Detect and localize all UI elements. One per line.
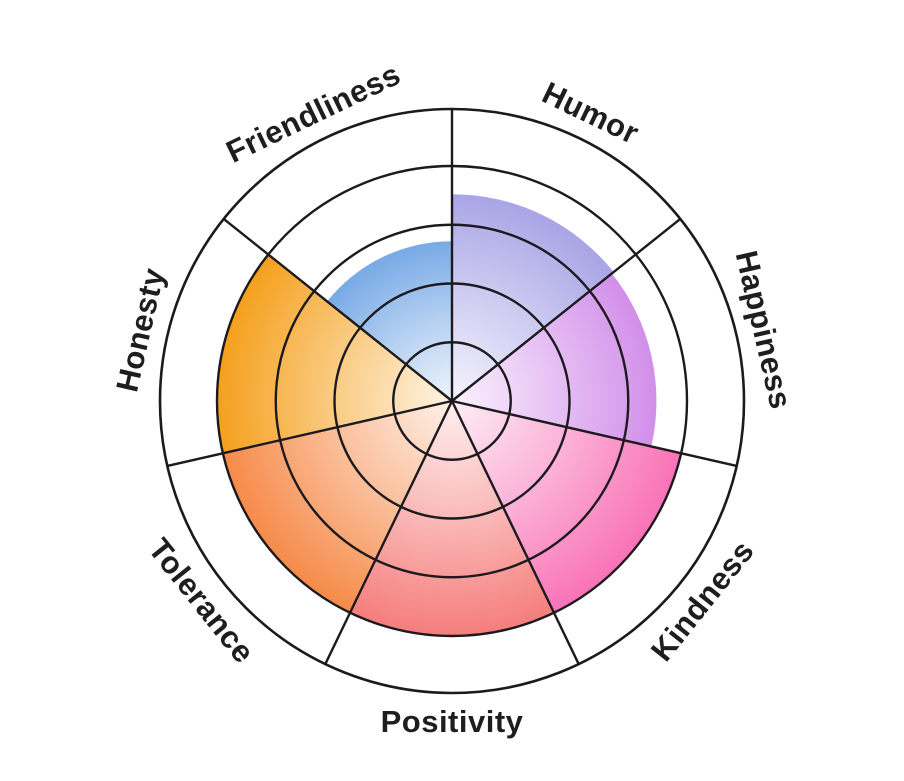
sector-divider — [451, 218, 682, 402]
sector-divider — [222, 218, 453, 402]
sector-divider — [324, 400, 454, 665]
sector-divider — [450, 400, 580, 665]
sector-label-friendliness: Friendliness — [221, 56, 406, 169]
sector-fill-friendliness — [327, 241, 452, 401]
sector-fill-happiness — [452, 273, 657, 447]
sector-label-humor: Humor — [537, 75, 644, 151]
sector-divider — [451, 399, 737, 468]
sector-label-positivity: Positivity — [381, 704, 524, 739]
sector-label-happiness: Happiness — [729, 247, 799, 412]
sector-fill-humor — [452, 194, 614, 401]
sector-label-kindness: Kindness — [644, 534, 761, 668]
sector-divider — [167, 399, 453, 468]
